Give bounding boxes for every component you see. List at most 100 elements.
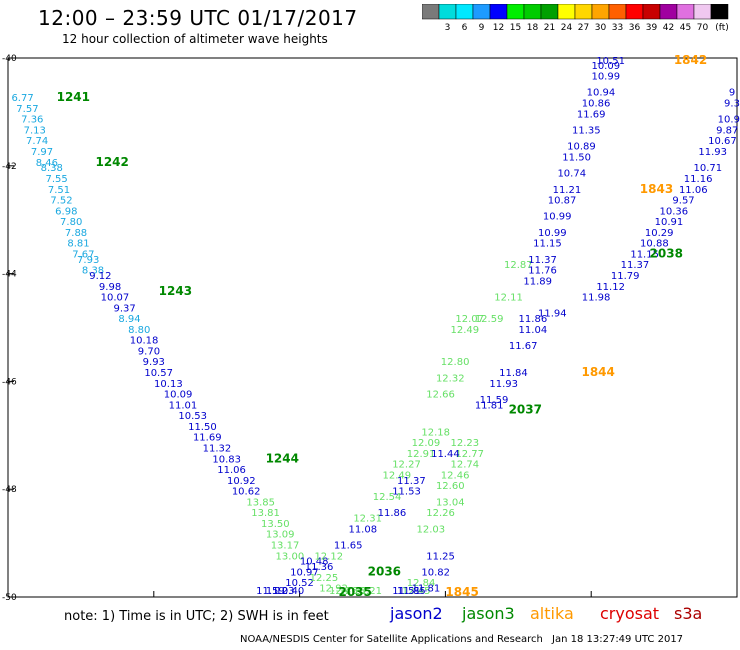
wave-height-value: 11.16 [684,174,713,185]
page-subtitle: 12 hour collection of altimeter wave hei… [62,32,328,46]
scale-label: 18 [527,23,539,33]
legend-jason3: jason3 [462,604,515,623]
wave-height-value: 9.98 [99,282,121,293]
wave-height-value: 10.57 [144,368,173,379]
wave-height-value: 10.62 [232,487,261,498]
wave-height-value: 11.15 [533,239,562,250]
wave-height-value: 8.38 [82,266,104,277]
wave-height-value: 10.99 [591,72,620,83]
wave-height-value: 11.36 [305,562,334,573]
pass-time-label: 1842 [674,53,707,67]
wave-height-value: 11.35 [572,125,601,136]
scale-unit: (ft) [715,23,729,33]
scale-label: 9 [479,23,485,33]
pass-time-label: 2038 [650,246,683,260]
legend-cryosat: cryosat [600,604,660,623]
wave-height-value: 11.59 [480,395,509,406]
wave-height-value: 10.18 [130,336,159,347]
scale-label: 6 [462,23,468,33]
wave-height-value: 10.40 [276,586,305,597]
wave-height-value: 11.08 [348,524,377,535]
wave-height-value: 11.37 [528,255,557,266]
wave-height-value: 12.23 [451,438,480,449]
wave-height-value: 11.76 [528,266,557,277]
legend-altika: altika [530,604,574,623]
lat-label: -40 [2,54,17,64]
pass-time-label: 1242 [95,155,128,169]
wave-height-value: 9.70 [138,346,160,357]
scale-label: 39 [646,23,658,33]
wave-height-value: 12.45 [402,586,431,597]
wave-height-value: 7.55 [45,174,67,185]
wave-height-value: 12.54 [373,492,402,503]
scale-label: 33 [612,23,623,33]
wave-height-value: 12.03 [416,524,445,535]
wave-height-value: 9.37 [114,303,136,314]
wave-height-value: 9.3 [724,99,740,110]
wave-height-value: 11.21 [553,185,582,196]
lat-label: -50 [2,593,17,600]
wave-height-value: 11.94 [538,309,567,320]
wave-height-value: 7.51 [48,185,70,196]
wave-height-value: 10.36 [659,206,688,217]
wave-height-value: 11.59 [256,586,285,597]
map-frame [7,57,738,598]
wave-height-value: 10.87 [548,196,577,207]
wave-height-value: 12.12 [314,551,343,562]
wave-height-value: 11.15 [630,249,659,260]
wave-height-value: 8.38 [41,163,63,174]
pass-time-label: 2036 [368,564,401,578]
wave-height-value: 11.93 [489,379,518,390]
wave-height-value: 10.99 [538,228,567,239]
pass-time-label: 2037 [509,403,542,417]
wave-height-value: 13.81 [251,508,280,519]
wave-height-value: 10.52 [285,578,314,589]
lat-label: -46 [2,377,17,387]
wave-height-value: 9 [729,88,735,99]
scale-label: 12 [493,23,504,33]
wave-height-value: 10.53 [178,411,207,422]
wave-height-value: 8.80 [128,325,150,336]
wave-height-value: 7.74 [26,136,48,147]
wave-height-value: 10.07 [101,293,130,304]
wave-height-value: 12.25 [310,573,339,584]
wave-height-value: 10.91 [655,217,684,228]
wave-height-value: 10.29 [645,228,674,239]
wave-height-value: 12.46 [329,586,358,597]
generated-timestamp: Jan 18 13:27:49 UTC 2017 [552,634,684,645]
scale-label: 42 [663,23,674,33]
wave-height-value: 7.67 [72,249,94,260]
scale-swatch [710,4,729,20]
wave-height-value: 10.51 [596,56,625,67]
wave-height-map: -40-42-44-46-48-50-30-27-24-21-18-156.77… [2,53,740,600]
wave-height-value: 8.46 [36,158,58,169]
wave-height-value: 10.67 [708,136,737,147]
wave-height-value: 10.89 [567,142,596,153]
wave-height-value: 9.12 [89,271,111,282]
wave-height-value: 12.46 [441,470,470,481]
wave-height-value: 13.85 [246,497,275,508]
wave-height-value: 12.26 [426,508,455,519]
scale-label: 3 [445,23,451,33]
legend-s3a: s3a [674,604,703,623]
wave-height-value: 11.98 [582,293,611,304]
wave-height-value: 10.88 [640,239,669,250]
pass-time-label: 1843 [640,182,673,196]
wave-height-value: 12.11 [494,293,523,304]
wave-height-value: 10.82 [421,567,450,578]
wave-height-value: 8.81 [67,239,89,250]
track-jason2-east: 10.5110.0910.9910.9410.8611.6911.3510.89… [305,56,625,597]
wave-height-value: 12.87 [504,260,533,271]
wave-height-value: 7.80 [60,217,82,228]
wave-height-value: 7.88 [65,228,87,239]
wave-height-value: 8.94 [118,314,140,325]
wave-height-value: 11.25 [426,551,455,562]
wave-height-value: 11.81 [412,584,441,595]
wave-height-value: 12.80 [441,357,470,368]
scale-label: 36 [629,23,641,33]
wave-height-value: 11.86 [519,314,548,325]
pass-time-label: 1241 [57,90,90,104]
pass-time-label: 2035 [338,585,371,599]
footnote: note: 1) Time is in UTC; 2) SWH is in fe… [64,609,329,624]
wave-height-value: 7.57 [16,104,38,115]
